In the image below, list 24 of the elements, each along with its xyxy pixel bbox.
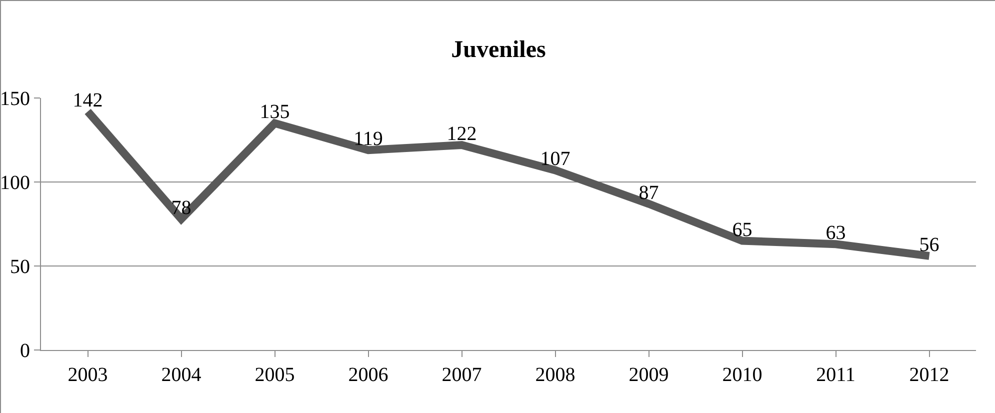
x-tick-label: 2004 [161, 364, 202, 386]
data-label: 107 [540, 148, 570, 170]
x-tick-label: 2005 [254, 364, 295, 386]
x-tick-label: 2007 [442, 364, 482, 386]
x-tick-label: 2009 [628, 364, 669, 386]
data-label: 122 [446, 123, 477, 146]
data-label: 65 [732, 218, 752, 241]
y-tick-label: 0 [20, 340, 30, 362]
y-tick-label: 100 [0, 172, 30, 194]
chart-title: Juveniles [451, 36, 546, 63]
x-tick-label: 2008 [535, 364, 576, 386]
data-label: 87 [638, 182, 659, 204]
x-tick-label: 2011 [816, 364, 856, 386]
data-label: 135 [260, 101, 290, 124]
data-label: 56 [919, 234, 940, 256]
x-tick-label: 2012 [909, 364, 950, 386]
data-label: 142 [72, 89, 103, 112]
y-tick-label: 50 [10, 256, 30, 278]
data-label: 119 [354, 128, 383, 150]
x-tick-label: 2003 [68, 364, 108, 386]
x-tick-label: 2010 [722, 364, 762, 386]
x-tick-label: 2006 [348, 364, 388, 386]
y-tick-label: 150 [0, 88, 30, 110]
data-label: 63 [826, 222, 846, 244]
